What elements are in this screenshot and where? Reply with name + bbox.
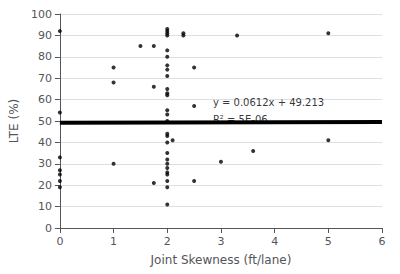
svg-text:Joint Skewness (ft/lane): Joint Skewness (ft/lane)	[150, 253, 292, 267]
svg-text:70: 70	[38, 72, 52, 85]
svg-text:y = 0.0612x + 49.213: y = 0.0612x + 49.213	[213, 97, 324, 108]
svg-text:60: 60	[38, 93, 52, 106]
svg-text:4: 4	[271, 235, 278, 248]
svg-text:90: 90	[38, 29, 52, 42]
svg-text:R² = 5E-06: R² = 5E-06	[213, 114, 268, 125]
svg-text:3: 3	[217, 235, 224, 248]
svg-text:40: 40	[38, 136, 52, 149]
svg-text:2: 2	[164, 235, 171, 248]
svg-text:50: 50	[38, 115, 52, 128]
svg-text:5: 5	[325, 235, 332, 248]
svg-text:1: 1	[110, 235, 117, 248]
svg-text:0: 0	[45, 222, 52, 235]
svg-text:80: 80	[38, 50, 52, 63]
svg-text:30: 30	[38, 157, 52, 170]
svg-text:LTE (%): LTE (%)	[7, 99, 21, 144]
svg-text:0: 0	[56, 235, 63, 248]
svg-text:20: 20	[38, 179, 52, 192]
svg-text:6: 6	[379, 235, 386, 248]
svg-text:100: 100	[31, 8, 52, 21]
svg-text:10: 10	[38, 200, 52, 213]
